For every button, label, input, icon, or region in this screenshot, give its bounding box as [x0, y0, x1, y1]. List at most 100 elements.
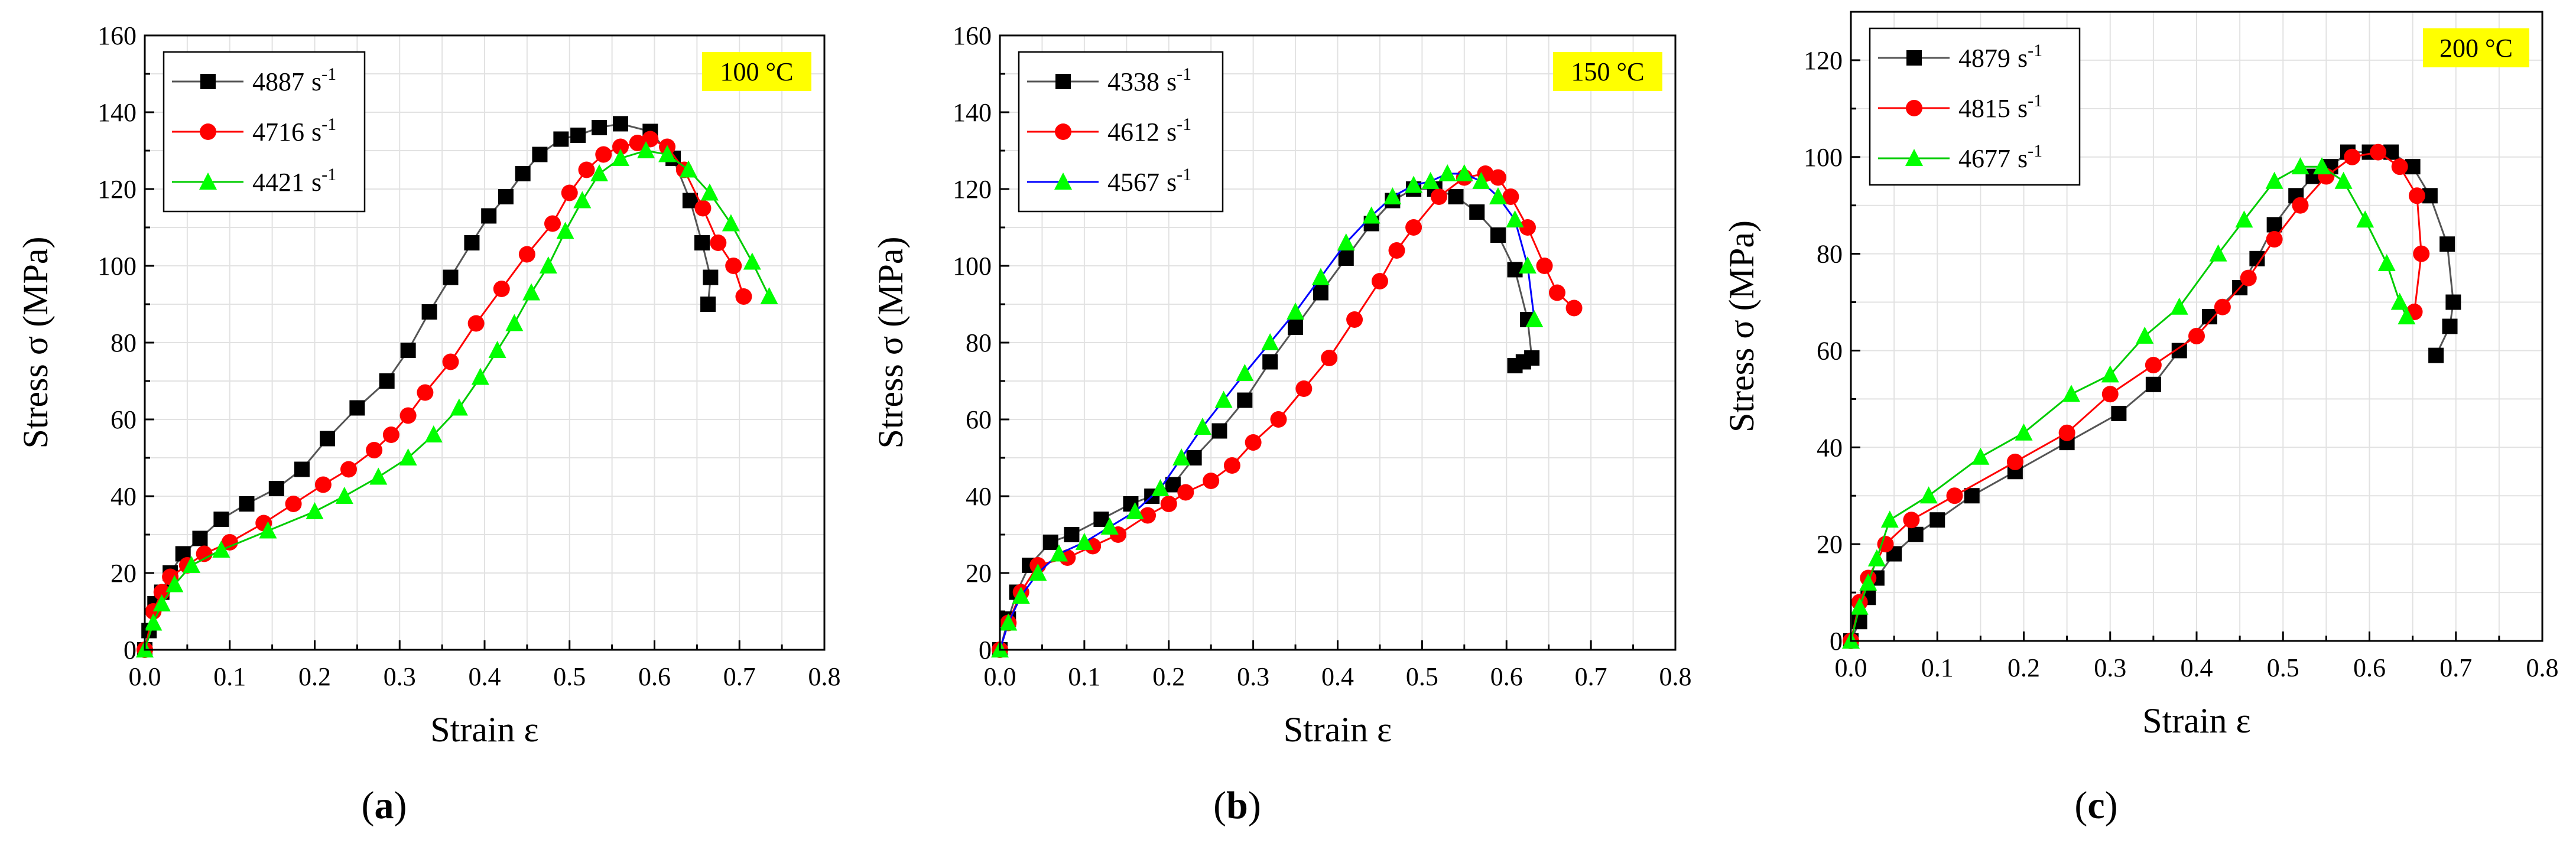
data-point — [2145, 376, 2161, 392]
data-point — [2266, 231, 2283, 248]
panel-paren-open: ( — [362, 784, 375, 827]
data-point — [2006, 453, 2023, 470]
data-point — [1193, 418, 1211, 435]
temperature-badge — [702, 52, 811, 91]
data-point — [1525, 310, 1544, 327]
data-point — [2209, 244, 2227, 262]
data-point — [2398, 307, 2416, 325]
legend-unit: s — [311, 168, 321, 197]
y-tick-label: 160 — [953, 21, 992, 50]
legend-label: 4879 s-1 — [1958, 41, 2042, 73]
data-point — [1964, 488, 1980, 504]
data-point — [1139, 507, 1157, 524]
data-point — [382, 426, 399, 443]
data-point — [629, 135, 646, 151]
legend-label: 4815 s-1 — [1958, 91, 2042, 123]
data-point — [1469, 204, 1485, 220]
data-point — [2370, 144, 2387, 161]
legend-marker — [1906, 100, 1922, 116]
legend-exponent: -1 — [1177, 165, 1191, 184]
data-point — [595, 146, 612, 163]
series-4677 — [1842, 157, 2416, 649]
data-point — [1908, 526, 1924, 542]
data-point — [369, 467, 388, 485]
data-point — [1388, 242, 1405, 259]
data-point — [221, 534, 238, 551]
data-point — [1288, 320, 1304, 335]
data-point — [658, 145, 677, 162]
y-tick-label: 120 — [1804, 46, 1843, 75]
temperature-label: 200 °C — [2439, 34, 2513, 63]
data-point — [1383, 187, 1402, 204]
x-tick-label: 0.7 — [2439, 653, 2472, 682]
temperature-badge — [1553, 52, 1662, 91]
data-point — [1338, 250, 1354, 266]
data-point — [743, 252, 761, 270]
y-tick-label: 20 — [966, 559, 992, 588]
y-tick-label: 140 — [98, 98, 137, 127]
data-point — [294, 461, 310, 477]
data-point — [2015, 423, 2033, 441]
data-point — [578, 161, 595, 178]
data-point — [1519, 219, 1536, 236]
data-point — [999, 613, 1018, 631]
data-point — [1214, 390, 1233, 408]
data-point — [450, 398, 468, 416]
data-point — [493, 281, 510, 297]
data-point — [1346, 311, 1363, 328]
legend-rate: 4815 — [1958, 94, 2010, 123]
data-point — [1313, 285, 1328, 301]
x-axis-title: Strain ε — [2142, 701, 2251, 740]
temperature-label: 100 °C — [720, 57, 794, 86]
panel-letter: c — [2087, 784, 2104, 827]
data-point — [183, 556, 201, 573]
y-axis-title: Stress σ (MPa) — [871, 236, 910, 448]
data-point — [2413, 245, 2430, 262]
data-point — [592, 120, 608, 135]
data-point — [1507, 358, 1523, 373]
series-line — [144, 149, 770, 650]
x-tick-label: 0.7 — [723, 662, 756, 691]
legend-rate: 4567 — [1107, 168, 1159, 197]
series-line — [999, 172, 1575, 650]
legend-unit: s — [311, 118, 321, 146]
data-point — [1042, 535, 1058, 550]
data-point — [2377, 254, 2396, 271]
legend-label: 4567 s-1 — [1107, 165, 1191, 197]
data-point — [192, 530, 208, 546]
data-point — [1270, 411, 1287, 428]
x-axis-title: Strain ε — [430, 710, 539, 749]
legend-rate: 4338 — [1107, 67, 1159, 96]
data-point — [1100, 517, 1119, 535]
y-tick-label: 0 — [124, 636, 137, 665]
data-point — [144, 613, 163, 631]
data-point — [314, 476, 332, 493]
legend-marker — [200, 74, 216, 89]
panel-paren-open: ( — [1213, 784, 1226, 827]
data-point — [481, 208, 497, 224]
data-point — [2266, 217, 2282, 233]
x-tick-label: 0.1 — [1921, 653, 1954, 682]
data-point — [1472, 172, 1490, 189]
panel-label: (a) — [362, 784, 407, 827]
data-point — [1237, 392, 1253, 408]
data-point — [1502, 188, 1519, 205]
data-point — [2101, 386, 2119, 403]
legend-exponent: -1 — [1177, 115, 1191, 134]
data-point — [590, 164, 609, 181]
data-point — [239, 496, 255, 512]
x-tick-label: 0.0 — [1835, 653, 1867, 682]
y-tick-label: 80 — [1817, 240, 1843, 269]
data-point — [1160, 496, 1177, 512]
data-point — [2291, 157, 2309, 175]
data-point — [722, 214, 740, 232]
legend-exponent: -1 — [1177, 64, 1191, 84]
panel-paren-open: ( — [2074, 784, 2087, 827]
data-point — [1186, 450, 1202, 465]
data-point — [1311, 268, 1330, 285]
data-point — [2439, 236, 2455, 252]
legend-rate: 4677 — [1958, 144, 2010, 173]
data-point — [259, 521, 277, 539]
